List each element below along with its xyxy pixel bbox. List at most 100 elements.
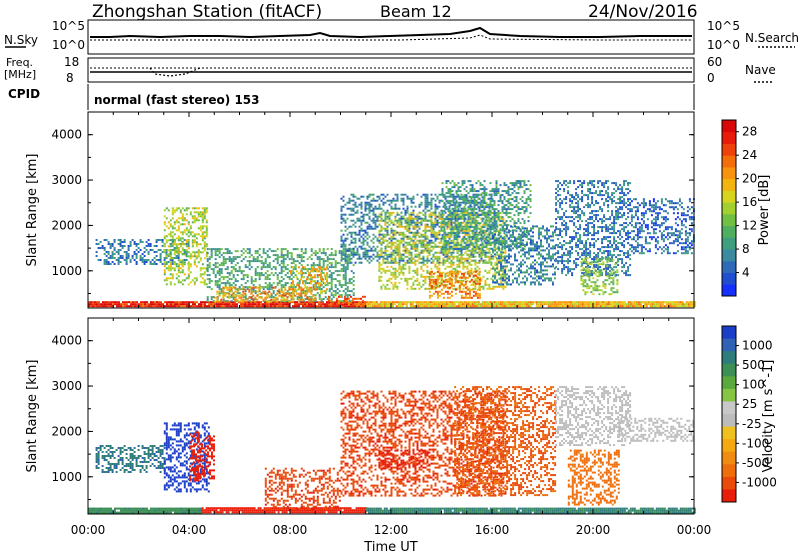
power-cell <box>488 285 491 288</box>
power-cell <box>372 241 375 244</box>
power-cell <box>151 249 154 251</box>
power-cell <box>472 233 475 236</box>
power-cell <box>282 305 284 308</box>
power-cell <box>374 221 377 224</box>
power-cell <box>268 274 271 277</box>
power-cell <box>179 267 182 270</box>
power-cell <box>185 219 188 222</box>
power-cell <box>310 282 312 285</box>
power-cell <box>392 221 395 224</box>
power-cell <box>390 207 393 210</box>
power-cell <box>390 229 393 232</box>
power-cell <box>669 303 672 306</box>
power-cell <box>260 274 263 277</box>
power-cell <box>357 301 360 304</box>
power-cell <box>442 286 445 289</box>
power-cell <box>454 241 457 244</box>
power-cell <box>414 255 417 258</box>
power-cell <box>390 219 393 222</box>
power-cell <box>428 243 431 246</box>
power-cell <box>488 221 491 224</box>
power-cell <box>298 280 301 283</box>
power-cell <box>183 273 186 276</box>
power-cell <box>316 268 318 271</box>
power-cell <box>106 301 108 304</box>
power-cell <box>416 253 419 256</box>
power-cell <box>362 195 365 198</box>
power-cell <box>187 255 190 258</box>
power-cell <box>406 221 409 224</box>
power-cell <box>669 305 672 308</box>
power-cell <box>448 235 451 238</box>
power-cell <box>201 221 204 224</box>
power-cell <box>121 241 124 243</box>
power-cell <box>438 199 441 202</box>
noise-tick-right-bottom: 10^0 <box>707 38 740 52</box>
power-cell <box>350 270 353 273</box>
power-cell <box>312 268 314 271</box>
power-cell <box>426 271 429 274</box>
power-cell <box>354 303 356 306</box>
power-cell <box>228 292 231 295</box>
power-cell <box>539 301 542 304</box>
power-cell <box>320 282 322 285</box>
power-cell <box>193 207 196 210</box>
power-cell <box>242 290 245 293</box>
power-cell <box>360 203 363 206</box>
power-cell <box>351 303 354 306</box>
power-cell <box>470 253 473 256</box>
power-cell <box>482 249 485 252</box>
power-cell <box>488 207 491 210</box>
power-cell <box>268 256 271 259</box>
power-cell <box>240 284 243 287</box>
power-cell <box>276 278 279 281</box>
power-cell <box>677 301 680 304</box>
power-cell <box>430 213 433 216</box>
power-cell <box>362 247 365 250</box>
power-cell <box>172 303 174 306</box>
power-cell <box>436 267 439 270</box>
power-cell <box>178 303 180 306</box>
power-cell <box>446 296 449 299</box>
power-cell <box>358 233 361 236</box>
power-cell <box>171 235 174 238</box>
power-cell <box>573 301 576 304</box>
power-cell <box>346 288 349 291</box>
power-cell <box>300 260 303 263</box>
power-cell <box>406 237 409 240</box>
power-cell <box>352 237 355 240</box>
power-cell <box>242 258 245 261</box>
power-cell <box>424 259 427 262</box>
power-cell <box>300 268 303 271</box>
power-cell <box>452 270 455 273</box>
power-cell <box>382 193 385 196</box>
power-cell <box>504 233 507 236</box>
power-cell <box>386 193 389 196</box>
power-cell <box>145 249 148 251</box>
power-cell <box>378 263 381 266</box>
power-cell <box>494 255 497 258</box>
power-cell <box>141 253 144 255</box>
power-cell <box>418 215 421 218</box>
power-cell <box>165 283 168 286</box>
power-cell <box>541 301 544 304</box>
power-cell <box>348 199 351 202</box>
power-cell <box>396 247 399 250</box>
power-cell <box>324 278 327 281</box>
power-cell <box>488 217 491 220</box>
power-cell <box>476 251 479 254</box>
power-cell <box>485 301 488 304</box>
power-cell <box>436 290 439 293</box>
power-cell <box>394 207 397 210</box>
power-cell <box>356 305 358 308</box>
power-cell <box>163 235 166 238</box>
power-cell <box>183 263 186 266</box>
power-cell <box>466 257 469 260</box>
power-cell <box>286 264 289 267</box>
power-cell <box>326 258 329 261</box>
power-cell <box>167 265 170 268</box>
power-cell <box>446 251 449 254</box>
power-cell <box>679 303 682 306</box>
power-cell <box>418 205 421 208</box>
power-cell <box>254 260 257 263</box>
